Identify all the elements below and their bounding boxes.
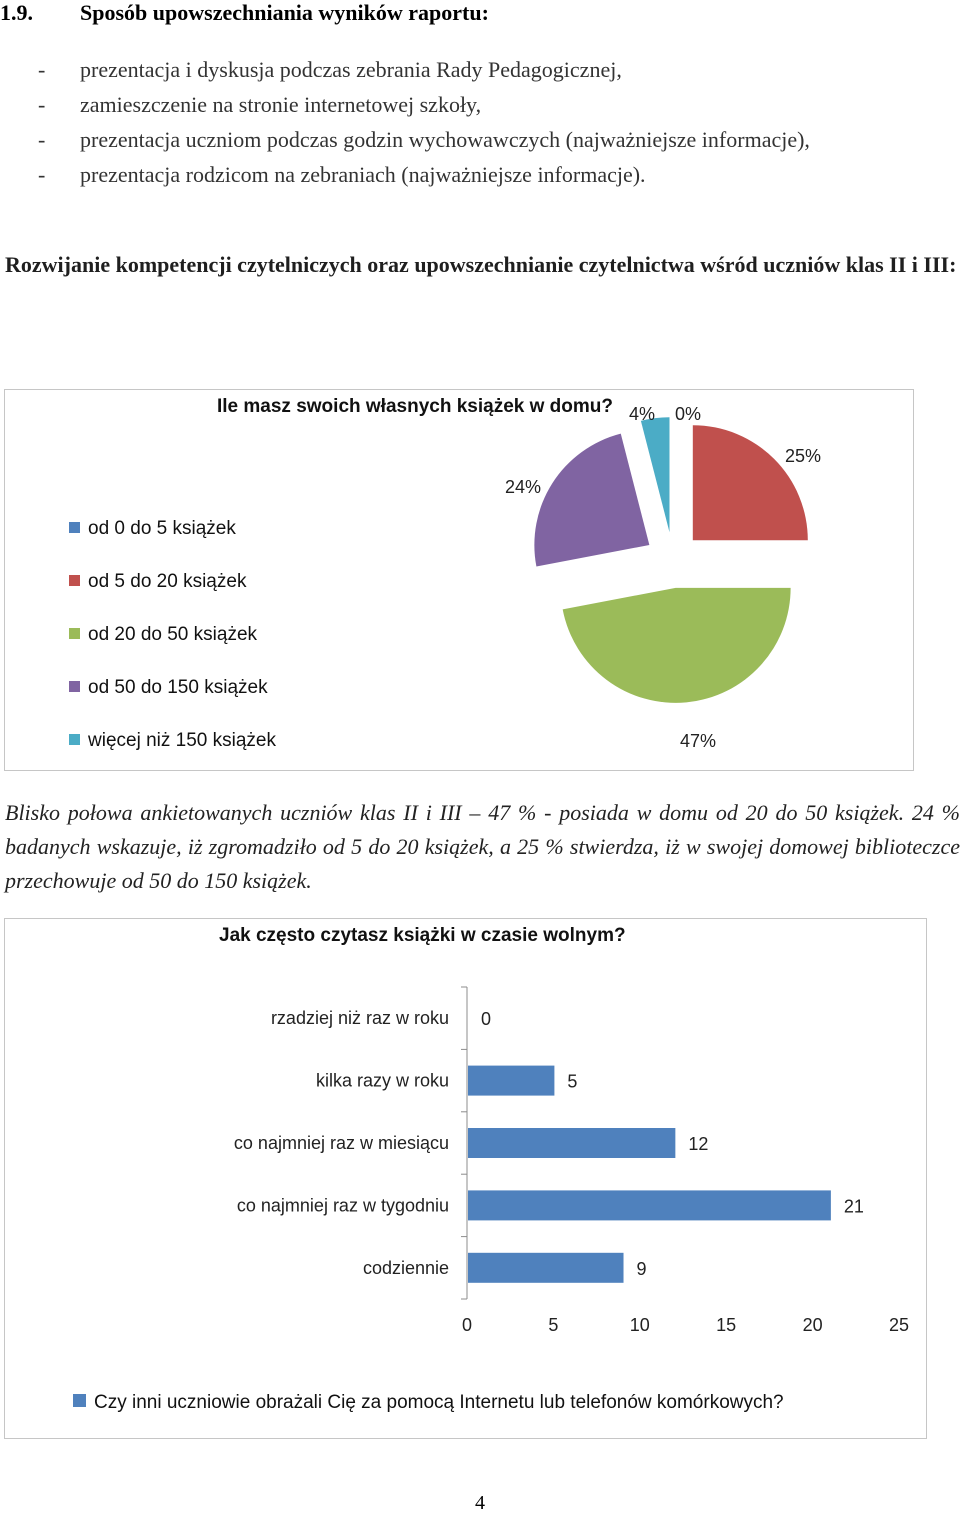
- bullet-dash: -: [38, 57, 46, 82]
- value-label: 5: [567, 1072, 577, 1092]
- pie-chart: 0% 25% 47% 24% 4%: [505, 404, 821, 751]
- x-tick-label: 5: [548, 1315, 558, 1335]
- category-label: co najmniej raz w tygodniu: [237, 1195, 449, 1215]
- bullet-dash: -: [38, 162, 46, 187]
- legend-swatch: [69, 681, 80, 692]
- legend-label: od 50 do 150 książek: [88, 677, 268, 698]
- list-item: - prezentacja i dyskusja podczas zebrania…: [38, 52, 810, 87]
- value-label: 9: [637, 1259, 647, 1279]
- subsection-heading: Rozwijanie kompetencji czytelniczych ora…: [5, 252, 957, 277]
- bar: [468, 1190, 831, 1221]
- list-item-text: prezentacja i dyskusja podczas zebrania …: [80, 57, 622, 82]
- list-item-text: prezentacja uczniom podczas godzin wycho…: [80, 127, 810, 152]
- x-tick-label: 15: [716, 1315, 736, 1335]
- list-item-text: prezentacja rodzicom na zebraniach (najw…: [80, 162, 646, 187]
- pie-value-label: 4%: [629, 404, 655, 424]
- category-label: codziennie: [363, 1258, 449, 1278]
- legend-label: od 5 do 20 książek: [88, 571, 247, 592]
- pie-value-label: 25%: [785, 446, 821, 466]
- legend-item: od 20 do 50 książek: [69, 624, 276, 677]
- bar-legend: Czy inni uczniowie obrażali Cię za pomoc…: [73, 1392, 784, 1414]
- pie-slice: [534, 433, 650, 567]
- list-item: - prezentacja rodzicom na zebraniach (naj…: [38, 157, 810, 192]
- pie-value-label: 0%: [675, 404, 701, 424]
- x-tick-label: 20: [803, 1315, 823, 1335]
- bullet-dash: -: [38, 92, 46, 117]
- list-item: - zamieszczenie na stronie internetowej s…: [38, 87, 810, 122]
- legend-label: więcej niż 150 książek: [88, 730, 276, 751]
- legend-swatch: [69, 734, 80, 745]
- legend-item: więcej niż 150 książek: [69, 730, 276, 783]
- pie-slice: [562, 587, 791, 703]
- value-label: 0: [481, 1009, 491, 1029]
- legend-label: od 20 do 50 książek: [88, 624, 258, 645]
- pie-chart-title: Ile masz swoich własnych książek w domu?: [217, 396, 613, 417]
- bar-chart-box: Jak często czytasz książki w czasie woln…: [4, 918, 927, 1439]
- pie-slice: [640, 417, 670, 533]
- page-number: 4: [475, 1492, 485, 1514]
- legend-item: od 0 do 5 książek: [69, 518, 276, 571]
- category-label: co najmniej raz w miesiącu: [234, 1133, 449, 1153]
- legend-swatch: [73, 1394, 86, 1407]
- bullet-list: - prezentacja i dyskusja podczas zebrania…: [38, 52, 810, 192]
- value-label: 12: [688, 1134, 708, 1154]
- legend-item: od 50 do 150 książek: [69, 677, 276, 730]
- x-tick-label: 25: [889, 1315, 909, 1335]
- legend-swatch: [69, 575, 80, 586]
- legend-item: od 5 do 20 książek: [69, 571, 276, 624]
- description-paragraph: Blisko połowa ankietowanych uczniów klas…: [5, 800, 960, 893]
- section-number: 1.9.: [0, 0, 33, 25]
- value-label: 21: [844, 1196, 864, 1216]
- bullet-dash: -: [38, 127, 46, 152]
- legend-swatch: [69, 522, 80, 533]
- legend-label: Czy inni uczniowie obrażali Cię za pomoc…: [94, 1392, 784, 1413]
- pie-value-label: 24%: [505, 477, 541, 497]
- bar-chart-title: Jak często czytasz książki w czasie woln…: [219, 925, 626, 946]
- bar: [468, 1065, 555, 1096]
- pie-value-label: 47%: [680, 731, 716, 751]
- bar: [468, 1252, 624, 1283]
- category-label: rzadziej niż raz w roku: [271, 1008, 449, 1028]
- pie-legend: od 0 do 5 książek od 5 do 20 książek od …: [69, 518, 276, 783]
- legend-label: od 0 do 5 książek: [88, 518, 236, 539]
- section-title: Sposób upowszechniania wyników raportu:: [80, 0, 489, 25]
- bar: [468, 1128, 676, 1158]
- legend-swatch: [69, 628, 80, 639]
- x-tick-label: 0: [462, 1315, 472, 1335]
- bar-chart: rzadziej niż raz w roku 0 kilka razy w rok…: [234, 986, 909, 1335]
- x-tick-label: 10: [630, 1315, 650, 1335]
- list-item: - prezentacja uczniom podczas godzin wych…: [38, 122, 810, 157]
- list-item-text: zamieszczenie na stronie internetowej sz…: [80, 92, 482, 117]
- pie-slice: [692, 425, 808, 541]
- pie-chart-box: Ile masz swoich własnych książek w domu?…: [4, 389, 914, 771]
- category-label: kilka razy w roku: [316, 1071, 449, 1091]
